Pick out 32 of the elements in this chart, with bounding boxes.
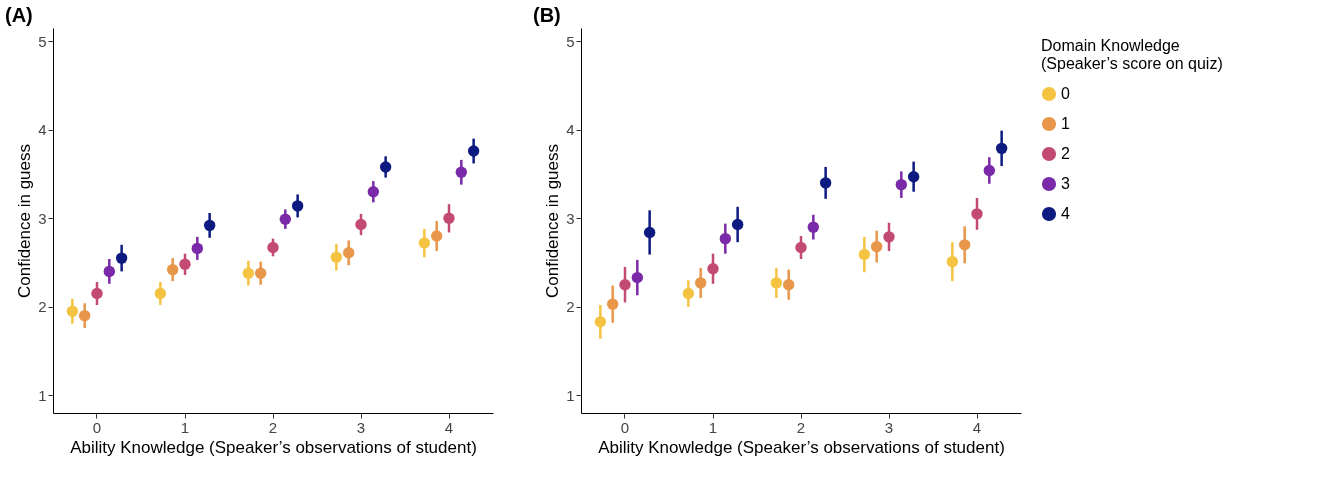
y-tick-label: 5: [38, 32, 47, 50]
legend-title: Domain Knowledge (Speaker’s score on quiz): [1041, 37, 1223, 72]
legend-label: 2: [1061, 145, 1070, 162]
legend-label: 4: [1061, 205, 1070, 222]
y-tick-label: 2: [38, 298, 47, 316]
x-tick-label: 1: [708, 418, 718, 436]
y-tick-label: 2: [566, 298, 575, 316]
y-tick-label: 3: [566, 209, 575, 227]
x-tick-label: 4: [972, 418, 982, 436]
x-tick-label: 0: [620, 418, 630, 436]
y-axis-title: Confidence in guess: [543, 143, 563, 299]
x-tick-label: 2: [796, 418, 806, 436]
x-tick-label: 3: [884, 418, 894, 436]
chart-title: (B): [533, 4, 561, 26]
x-tick-label: 1: [180, 418, 190, 436]
y-tick-label: 3: [38, 209, 47, 227]
x-tick-label: 4: [444, 418, 454, 436]
x-axis-title: Ability Knowledge (Speaker’s observations of student): [70, 437, 477, 457]
x-tick-label: 2: [268, 418, 278, 436]
y-tick-label: 4: [38, 121, 47, 139]
legend-label: 3: [1061, 175, 1070, 192]
y-tick-label: 4: [566, 121, 575, 139]
x-tick-label: 3: [356, 418, 366, 436]
legend-label: 0: [1061, 85, 1070, 102]
x-axis-title: Ability Knowledge (Speaker’s observations of student): [598, 437, 1005, 457]
y-tick-label: 1: [566, 386, 575, 404]
y-tick-label: 1: [38, 386, 47, 404]
y-tick-label: 5: [566, 32, 575, 50]
y-axis-title: Confidence in guess: [15, 143, 35, 299]
legend-label: 1: [1061, 115, 1070, 132]
chart-title: (A): [5, 4, 33, 26]
x-tick-label: 0: [92, 418, 102, 436]
